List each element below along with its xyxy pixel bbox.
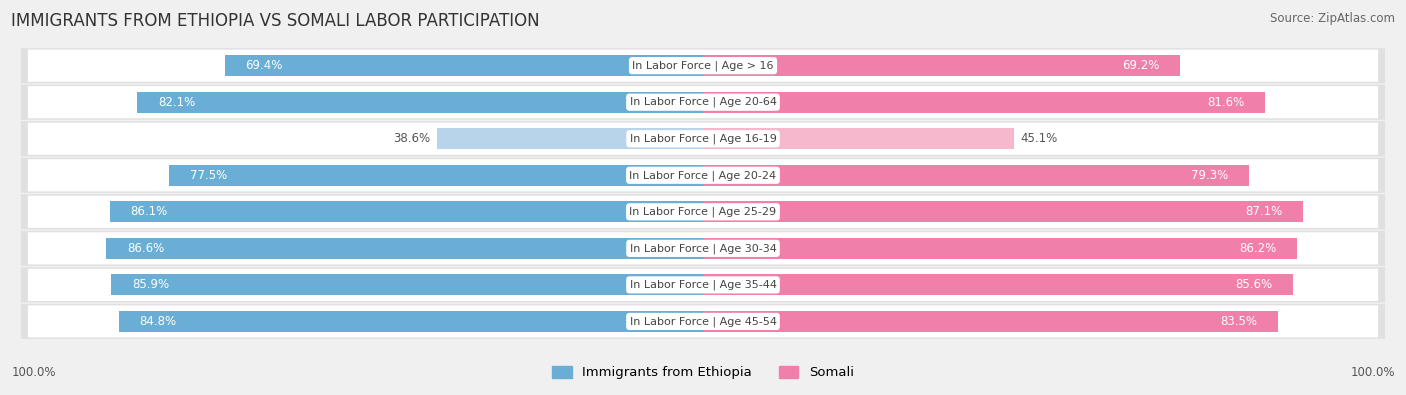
Text: In Labor Force | Age 30-34: In Labor Force | Age 30-34 — [630, 243, 776, 254]
FancyBboxPatch shape — [28, 159, 1378, 191]
FancyBboxPatch shape — [21, 121, 1385, 156]
Text: 69.4%: 69.4% — [246, 59, 283, 72]
FancyBboxPatch shape — [21, 85, 1385, 120]
Bar — [703, 165, 1250, 186]
Text: 69.2%: 69.2% — [1122, 59, 1159, 72]
Bar — [110, 201, 703, 222]
Bar — [107, 238, 703, 259]
Bar — [703, 55, 1180, 76]
Bar — [703, 311, 1278, 332]
Text: 38.6%: 38.6% — [394, 132, 430, 145]
FancyBboxPatch shape — [21, 48, 1385, 83]
Bar — [703, 128, 1014, 149]
Bar — [138, 92, 703, 113]
Text: 85.9%: 85.9% — [132, 278, 169, 292]
Bar — [703, 238, 1296, 259]
Text: In Labor Force | Age 25-29: In Labor Force | Age 25-29 — [630, 207, 776, 217]
FancyBboxPatch shape — [21, 231, 1385, 266]
Text: 83.5%: 83.5% — [1220, 315, 1257, 328]
Text: 86.2%: 86.2% — [1239, 242, 1277, 255]
Bar — [437, 128, 703, 149]
Bar — [225, 55, 703, 76]
FancyBboxPatch shape — [28, 86, 1378, 118]
Text: 86.6%: 86.6% — [127, 242, 165, 255]
FancyBboxPatch shape — [21, 304, 1385, 339]
Text: 86.1%: 86.1% — [131, 205, 167, 218]
Text: In Labor Force | Age > 16: In Labor Force | Age > 16 — [633, 60, 773, 71]
FancyBboxPatch shape — [28, 269, 1378, 301]
FancyBboxPatch shape — [21, 267, 1385, 303]
Legend: Immigrants from Ethiopia, Somali: Immigrants from Ethiopia, Somali — [547, 361, 859, 384]
Text: 79.3%: 79.3% — [1191, 169, 1229, 182]
Bar — [703, 92, 1265, 113]
Bar — [703, 274, 1292, 295]
Text: IMMIGRANTS FROM ETHIOPIA VS SOMALI LABOR PARTICIPATION: IMMIGRANTS FROM ETHIOPIA VS SOMALI LABOR… — [11, 12, 540, 30]
Bar — [118, 311, 703, 332]
FancyBboxPatch shape — [21, 158, 1385, 193]
Text: 84.8%: 84.8% — [139, 315, 177, 328]
Text: 45.1%: 45.1% — [1021, 132, 1057, 145]
Text: 100.0%: 100.0% — [1350, 366, 1395, 379]
Text: 85.6%: 85.6% — [1234, 278, 1272, 292]
FancyBboxPatch shape — [21, 194, 1385, 229]
Text: 81.6%: 81.6% — [1208, 96, 1244, 109]
Bar — [169, 165, 703, 186]
FancyBboxPatch shape — [28, 123, 1378, 155]
Text: Source: ZipAtlas.com: Source: ZipAtlas.com — [1270, 12, 1395, 25]
Text: In Labor Force | Age 16-19: In Labor Force | Age 16-19 — [630, 134, 776, 144]
Text: In Labor Force | Age 45-54: In Labor Force | Age 45-54 — [630, 316, 776, 327]
FancyBboxPatch shape — [28, 50, 1378, 82]
Bar — [703, 201, 1303, 222]
FancyBboxPatch shape — [28, 232, 1378, 264]
FancyBboxPatch shape — [28, 305, 1378, 337]
Text: 77.5%: 77.5% — [190, 169, 226, 182]
Text: In Labor Force | Age 20-24: In Labor Force | Age 20-24 — [630, 170, 776, 181]
Bar — [111, 274, 703, 295]
Text: 82.1%: 82.1% — [157, 96, 195, 109]
Text: In Labor Force | Age 20-64: In Labor Force | Age 20-64 — [630, 97, 776, 107]
Text: 87.1%: 87.1% — [1246, 205, 1282, 218]
Text: 100.0%: 100.0% — [11, 366, 56, 379]
Text: In Labor Force | Age 35-44: In Labor Force | Age 35-44 — [630, 280, 776, 290]
FancyBboxPatch shape — [28, 196, 1378, 228]
